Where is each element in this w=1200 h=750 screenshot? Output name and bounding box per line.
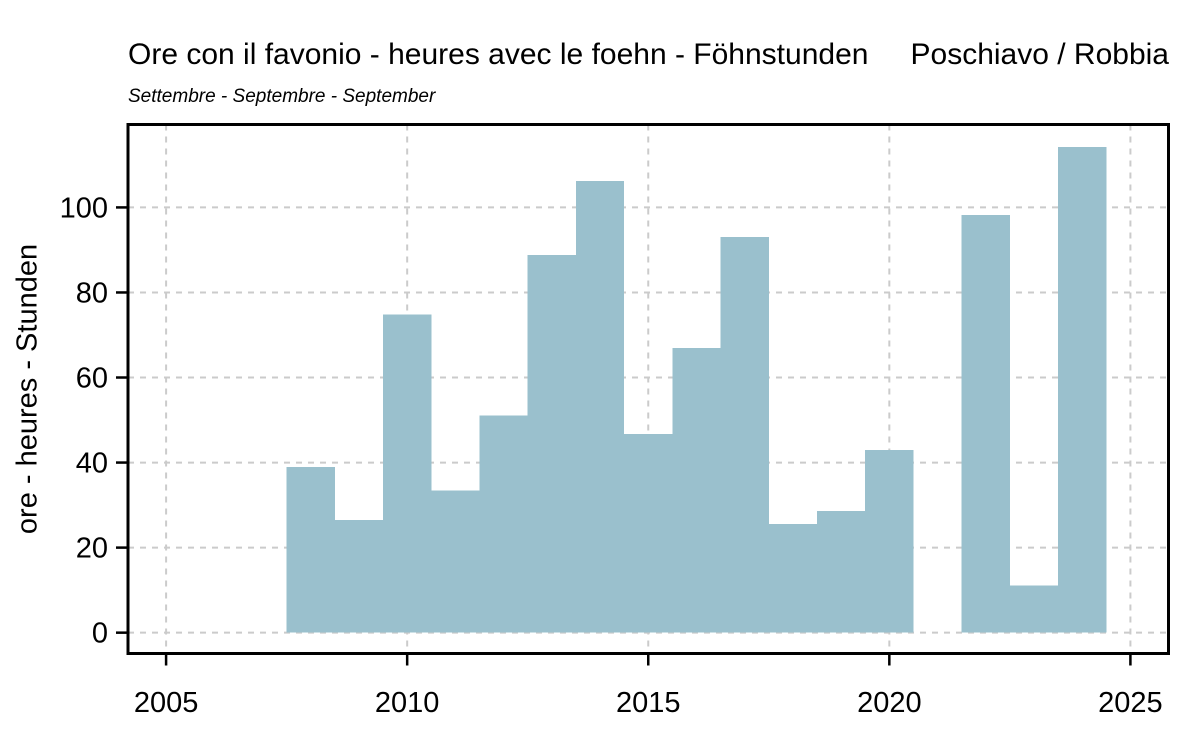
x-tick-label-2005: 2005 — [134, 687, 199, 719]
bar-2014 — [575, 181, 625, 633]
bar-2020 — [865, 450, 914, 633]
bar-2017 — [720, 236, 769, 633]
y-tick-label-60: 60 — [76, 363, 108, 395]
y-tick-label-40: 40 — [76, 448, 108, 480]
bar-2013 — [527, 255, 576, 633]
bar-2009 — [334, 519, 384, 633]
bar-2008 — [286, 467, 335, 633]
x-tick-label-2015: 2015 — [616, 687, 681, 719]
bar-2018 — [768, 524, 818, 633]
bar-2023 — [1009, 585, 1059, 633]
x-tick-label-2010: 2010 — [375, 687, 440, 719]
x-tick-label-2025: 2025 — [1098, 687, 1163, 719]
bar-2010 — [383, 314, 432, 633]
y-tick-label-80: 80 — [76, 277, 108, 309]
bar-2024 — [1058, 147, 1107, 633]
bar-2016 — [672, 347, 721, 633]
title-row: Ore con il favonio - heures avec le foeh… — [128, 38, 1169, 72]
y-tick-label-100: 100 — [60, 192, 108, 224]
chart-title: Ore con il favonio - heures avec le foeh… — [128, 38, 869, 71]
chart-subtitle: Settembre - Septembre - September — [128, 86, 436, 107]
bar-2015 — [624, 434, 673, 633]
bar-2022 — [961, 215, 1010, 633]
bar-2019 — [817, 511, 866, 633]
y-tick-label-0: 0 — [92, 618, 108, 650]
bar-2011 — [431, 490, 480, 633]
y-tick-label-20: 20 — [76, 533, 108, 565]
station-name: Poschiavo / Robbia — [910, 38, 1170, 71]
x-tick-label-2020: 2020 — [857, 687, 922, 719]
bar-2012 — [479, 415, 528, 633]
